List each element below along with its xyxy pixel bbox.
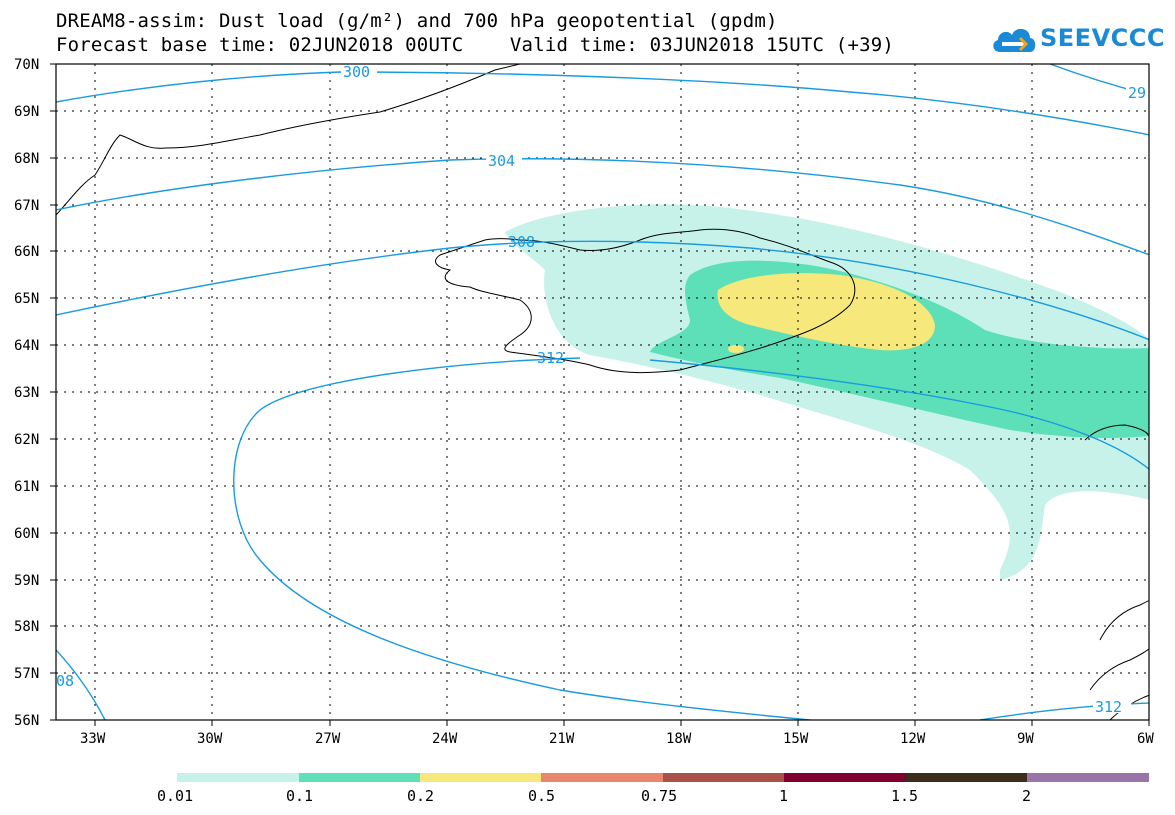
lat-label: 58N [14,619,39,635]
lon-label: 33W [80,731,106,747]
contour-label-29: 29 [1128,84,1146,102]
colorbar-swatch [420,773,541,782]
seevccc-logo: SEEVCCC [990,22,1165,58]
lat-label: 61N [14,479,39,495]
lon-label: 30W [197,731,223,747]
contour-304 [56,158,1149,256]
colorbar-label: 0.2 [407,787,434,805]
lon-label: 9W [1017,731,1034,747]
contour-312 [56,357,1149,720]
lat-label: 70N [14,57,39,73]
lon-label: 6W [1137,731,1154,747]
contour-label-08: 08 [56,672,74,690]
contour-308 [56,240,1149,341]
colorbar-swatch [663,773,784,782]
contour-300 [56,71,1149,136]
colorbar-swatch [906,773,1027,782]
contour-label-312: 312 [537,349,564,367]
colorbar-label: 1 [779,787,788,805]
contour-label-304: 304 [488,152,515,170]
colorbar-swatch [299,773,420,782]
colorbar-label: 2 [1022,787,1031,805]
lon-label: 24W [432,731,458,747]
lat-label: 62N [14,432,39,448]
dust-region-high [717,273,935,351]
lat-label: 68N [14,151,39,167]
colorbar-label: 1.5 [891,787,918,805]
lat-label: 64N [14,338,39,354]
longitude-labels: 33W 30W 27W 24W 21W 18W 15W 12W 9W 6W [80,731,1154,747]
latitude-labels: 70N 69N 68N 67N 66N 65N 64N 63N 62N 61N … [14,57,39,729]
contour-label-300: 300 [343,63,370,81]
lon-label: 18W [666,731,692,747]
dust-region-high-small [728,345,744,353]
coastlines [56,64,1149,720]
lat-label: 56N [14,713,39,729]
map-gridlines [56,64,1149,720]
colorbar-label: 0.1 [286,787,313,805]
colorbar-label: 0.5 [528,787,555,805]
colorbar-label: 0.75 [641,787,677,805]
lon-label: 15W [783,731,809,747]
lat-label: 60N [14,526,39,542]
cloud-icon [993,28,1036,52]
geopotential-contours [56,64,1149,720]
colorbar-label: 0.01 [157,787,193,805]
contour-label-312-right: 312 [1095,698,1122,716]
lat-label: 69N [14,104,39,120]
colorbar-swatch [541,773,663,782]
greenland-coast [56,64,521,216]
lat-label: 65N [14,291,39,307]
lat-label: 66N [14,244,39,260]
contour-label-308: 308 [508,233,535,251]
lat-label: 57N [14,666,39,682]
logo-text: SEEVCCC [1040,24,1165,52]
colorbar-swatch [784,773,906,782]
colorbar: 0.01 0.1 0.2 0.5 0.75 1 1.5 2 [157,773,1149,805]
faroe-scotland-coast [1084,424,1149,441]
map-subtitle: Forecast base time: 02JUN2018 00UTC Vali… [56,34,895,56]
map-title: DREAM8-assim: Dust load (g/m²) and 700 h… [56,10,778,32]
map-plot-area: 300 304 308 312 29 08 312 [56,63,1149,720]
lat-label: 59N [14,573,39,589]
lon-label: 21W [549,731,575,747]
colorbar-swatch [177,773,299,782]
axis-ticks [50,63,1150,726]
lon-label: 27W [315,731,341,747]
iceland-coast [435,228,856,373]
lat-label: 67N [14,198,39,214]
lon-label: 12W [900,731,926,747]
lat-label: 63N [14,385,39,401]
colorbar-swatch [1027,773,1149,782]
